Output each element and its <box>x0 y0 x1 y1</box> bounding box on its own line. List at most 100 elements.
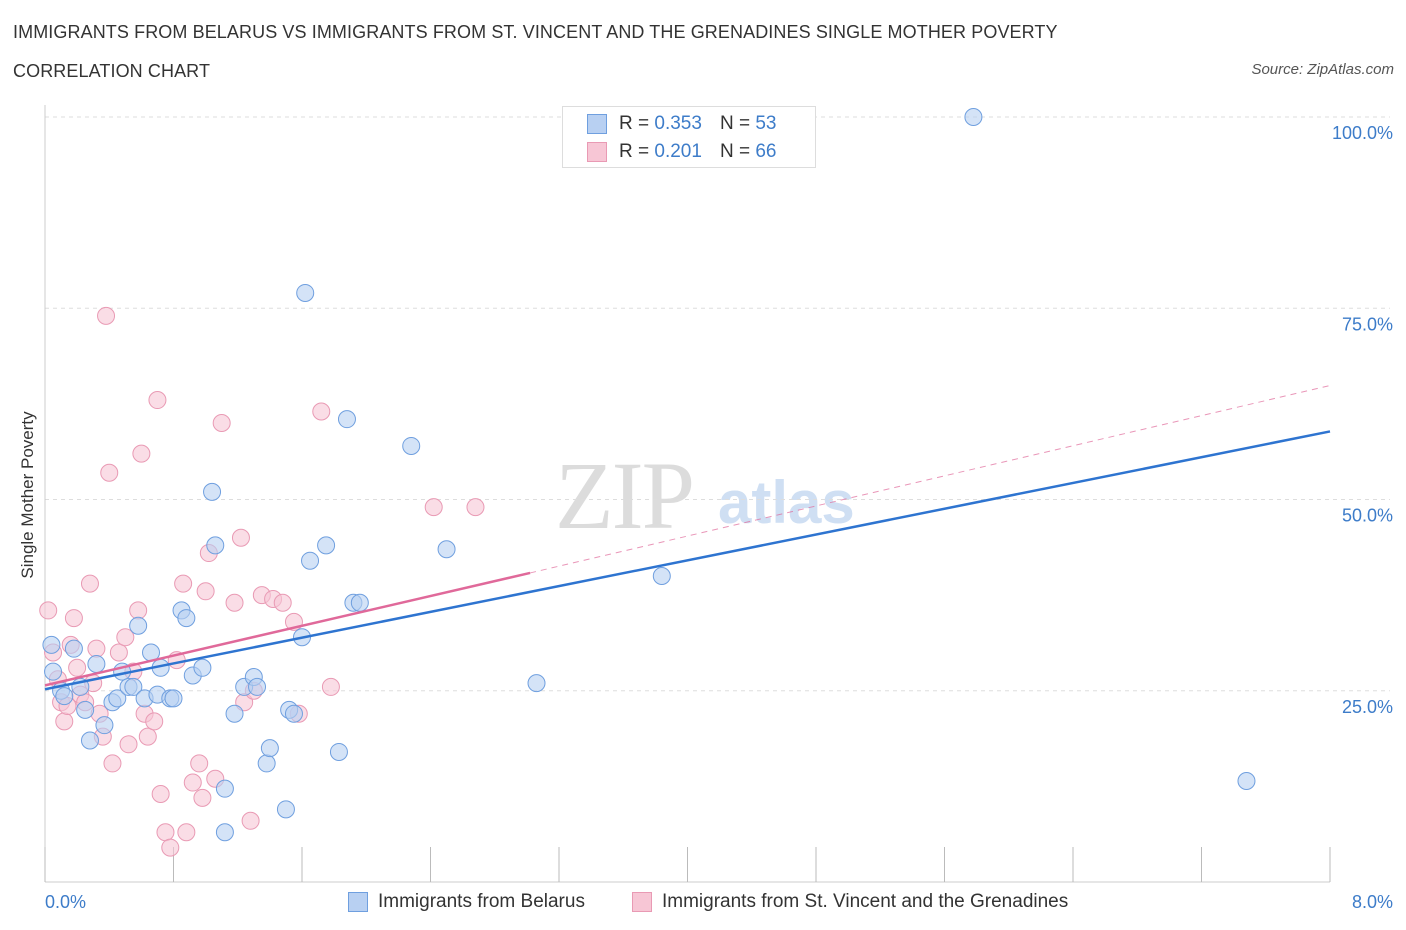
data-point-stvincent <box>129 601 148 620</box>
data-point-stvincent <box>87 639 106 658</box>
data-point-stvincent <box>151 785 170 804</box>
legend-label-belarus: Immigrants from Belarus <box>378 891 585 912</box>
data-point-stvincent <box>145 712 164 731</box>
series-stvincent-points <box>39 306 485 857</box>
data-point-stvincent <box>466 498 485 517</box>
data-point-stvincent <box>80 574 99 593</box>
data-point-belarus <box>527 674 546 693</box>
legend-row-belarus: R = 0.353 N = 53 <box>587 112 776 136</box>
source-credit: Source: ZipAtlas.com <box>1251 61 1394 78</box>
data-point-belarus <box>284 704 303 723</box>
legend-item-stvincent[interactable]: Immigrants from St. Vincent and the Gren… <box>632 889 1068 915</box>
r-label: R = <box>619 141 650 162</box>
data-point-belarus <box>317 536 336 555</box>
data-point-belarus <box>87 654 106 673</box>
data-point-belarus <box>193 658 212 677</box>
data-point-belarus <box>437 540 456 559</box>
stvincent-swatch <box>587 142 607 162</box>
r-label: R = <box>619 113 650 134</box>
data-point-stvincent <box>116 628 135 647</box>
data-point-stvincent <box>119 735 138 754</box>
n-value: 66 <box>755 141 777 162</box>
data-point-stvincent <box>39 601 58 620</box>
legend-row-stvincent: R = 0.201 N = 66 <box>587 140 776 164</box>
data-point-stvincent <box>55 712 74 731</box>
data-point-stvincent <box>225 593 244 612</box>
data-point-stvincent <box>196 582 215 601</box>
data-point-belarus <box>350 593 369 612</box>
data-point-belarus <box>225 704 244 723</box>
data-point-belarus <box>108 689 127 708</box>
data-point-stvincent <box>68 658 87 677</box>
data-point-belarus <box>329 742 348 761</box>
data-point-belarus <box>42 635 61 654</box>
data-point-stvincent <box>273 593 292 612</box>
r-value: 0.353 <box>654 113 702 134</box>
data-point-stvincent <box>161 838 180 857</box>
stvincent-legend-swatch <box>632 892 652 912</box>
data-point-stvincent <box>177 823 196 842</box>
data-point-belarus <box>296 283 315 302</box>
data-point-belarus <box>301 551 320 570</box>
data-point-belarus <box>402 436 421 455</box>
data-point-belarus <box>276 800 295 819</box>
data-point-belarus <box>964 108 983 126</box>
data-point-belarus <box>177 609 196 628</box>
data-point-stvincent <box>103 754 122 773</box>
belarus-legend-swatch <box>348 892 368 912</box>
data-point-stvincent <box>156 823 175 842</box>
data-point-stvincent <box>231 528 250 547</box>
chart-title-line1: IMMIGRANTS FROM BELARUS VS IMMIGRANTS FR… <box>13 22 1058 42</box>
data-point-belarus <box>55 687 74 706</box>
data-point-stvincent <box>212 414 231 432</box>
legend-label-stvincent: Immigrants from St. Vincent and the Gren… <box>662 891 1069 912</box>
y-tick-label: 25.0% <box>1342 697 1393 717</box>
data-point-belarus <box>257 754 276 773</box>
series-belarus-points <box>42 108 1256 842</box>
trendline-belarus <box>44 430 1331 691</box>
axis-layer <box>44 105 1331 883</box>
r-value: 0.201 <box>654 141 702 162</box>
data-point-belarus <box>80 731 99 750</box>
data-point-stvincent <box>193 788 212 807</box>
y-tick-label: 50.0% <box>1342 506 1393 526</box>
data-point-stvincent <box>109 643 128 662</box>
data-point-stvincent <box>183 773 202 792</box>
data-point-belarus <box>260 739 279 758</box>
data-point-belarus <box>76 700 95 719</box>
grid-layer <box>45 116 1390 692</box>
data-point-stvincent <box>190 754 209 773</box>
data-point-stvincent <box>312 402 331 421</box>
tick-label-layer: 25.0% 50.0% 75.0% 100.0% 0.0% 8.0% <box>45 123 1393 912</box>
x-tick-label: 8.0% <box>1352 892 1393 912</box>
data-point-belarus <box>203 482 222 501</box>
n-label: N = <box>719 141 751 162</box>
legend-item-belarus[interactable]: Immigrants from Belarus <box>348 889 585 915</box>
data-point-stvincent <box>174 574 193 593</box>
data-point-stvincent <box>424 498 443 517</box>
y-tick-label: 75.0% <box>1342 314 1393 334</box>
data-point-belarus <box>1237 772 1256 791</box>
chart-title-line2: CORRELATION CHART <box>13 61 211 81</box>
data-point-belarus <box>164 689 183 708</box>
correlation-legend: R = 0.353 N = 53 R = 0.201 N = 66 <box>562 106 816 168</box>
trendline-stvincent <box>44 571 531 687</box>
data-point-belarus <box>206 536 225 555</box>
trend-layer <box>44 385 1331 691</box>
data-point-belarus <box>337 410 356 429</box>
data-point-belarus <box>129 616 148 635</box>
belarus-swatch <box>587 114 607 134</box>
data-point-belarus <box>215 823 234 842</box>
data-point-belarus <box>248 677 267 696</box>
data-point-belarus <box>64 639 83 658</box>
x-tick-label: 0.0% <box>45 892 86 912</box>
data-point-belarus <box>124 677 143 696</box>
data-point-belarus <box>652 567 671 585</box>
data-point-stvincent <box>241 811 260 830</box>
n-value: 53 <box>755 113 777 134</box>
data-point-belarus <box>95 716 114 735</box>
trendline-stvincent-extended <box>529 385 1331 574</box>
data-point-belarus <box>44 662 63 681</box>
watermark-zip: ZIP <box>555 442 695 549</box>
